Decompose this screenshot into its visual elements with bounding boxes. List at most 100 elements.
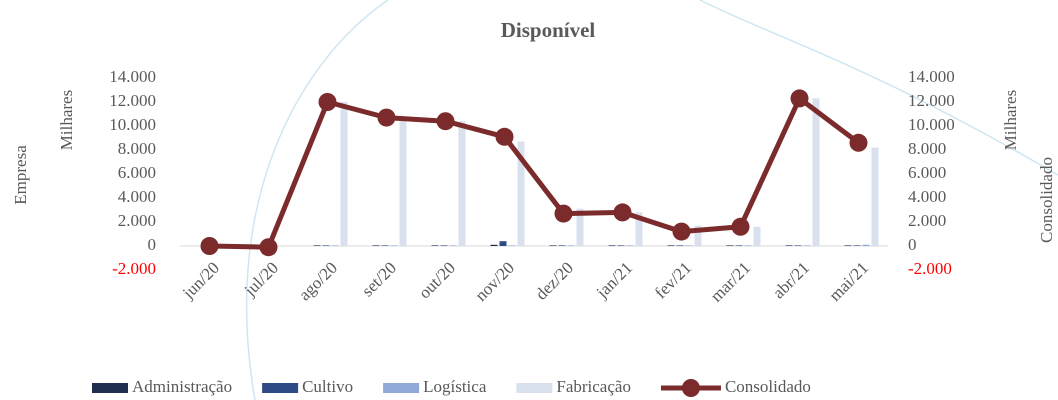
y-tick-label: 4.000	[118, 187, 156, 206]
x-tick-label: jun/20	[178, 258, 223, 303]
decor-curve	[247, 0, 388, 400]
legend-item: Logística	[383, 377, 487, 396]
legend-item: Cultivo	[262, 377, 353, 396]
bar	[736, 245, 743, 246]
bar	[323, 245, 330, 246]
y2-tick-label: 10.000	[908, 115, 955, 134]
line-point	[850, 134, 868, 152]
y-tick-label: 12.000	[109, 91, 156, 110]
y2-tick-label: -2.000	[908, 259, 952, 278]
y-tick-label: 2.000	[118, 211, 156, 230]
y2-tick-label: 6.000	[908, 163, 946, 182]
line-point	[260, 238, 278, 256]
x-tick-label: ago/20	[295, 258, 341, 304]
y-tick-label: 10.000	[109, 115, 156, 134]
line-point	[201, 237, 219, 255]
bar	[441, 245, 448, 246]
legend-label: Logística	[423, 377, 487, 396]
legend-item: Fabricação	[516, 377, 631, 396]
legend-swatch	[92, 383, 128, 393]
bar	[618, 245, 625, 246]
y-tick-label: 6.000	[118, 163, 156, 182]
y-tick-label: 0	[148, 235, 157, 254]
x-tick-label: set/20	[358, 258, 400, 300]
chart: Disponível Empresa Milhares Milhares Con…	[0, 0, 1058, 400]
x-tick-label: abr/21	[769, 258, 813, 302]
bar	[550, 245, 557, 246]
x-tick-label: out/20	[415, 258, 459, 302]
bar	[559, 245, 566, 246]
bar	[845, 245, 852, 246]
line-point	[319, 93, 337, 111]
legend-item: Administração	[92, 377, 232, 396]
bar	[341, 102, 348, 246]
legend-label: Administração	[132, 377, 232, 396]
bar	[450, 245, 457, 246]
bar	[863, 245, 870, 246]
bar	[686, 245, 693, 246]
legend-swatch	[383, 383, 419, 393]
x-tick-label: dez/20	[532, 258, 577, 303]
chart-title: Disponível	[501, 18, 596, 42]
y2-tick-label: 0	[908, 235, 917, 254]
line-point	[378, 109, 396, 127]
x-tick-label: mar/21	[707, 258, 754, 305]
line-point	[437, 112, 455, 130]
bar	[727, 245, 734, 246]
bar	[754, 227, 761, 246]
line	[210, 98, 859, 247]
y2-tick-label: 2.000	[908, 211, 946, 230]
bar	[795, 245, 802, 246]
bar	[813, 98, 820, 246]
line-point	[555, 205, 573, 223]
bar	[382, 245, 389, 246]
bar	[459, 121, 466, 246]
legend-swatch	[262, 383, 298, 393]
y-axis-label: Empresa	[11, 145, 30, 205]
bar	[332, 245, 339, 246]
bar	[373, 245, 380, 246]
bar	[491, 245, 498, 246]
x-tick-label: jan/21	[592, 258, 636, 302]
bar	[804, 245, 811, 246]
legend-label: Consolidado	[725, 377, 811, 396]
line-point	[732, 218, 750, 236]
y2-axis-unit: Milhares	[1001, 90, 1020, 150]
bar	[400, 118, 407, 246]
bar	[609, 245, 616, 246]
legend-label: Fabricação	[556, 377, 631, 396]
y2-axis-label: Consolidado	[1037, 157, 1056, 243]
bar	[314, 245, 321, 246]
bar	[786, 245, 793, 246]
line-point	[673, 223, 691, 241]
y-tick-label: 8.000	[118, 139, 156, 158]
bar	[627, 245, 634, 246]
legend-item: Consolidado	[661, 377, 811, 397]
bar	[568, 245, 575, 246]
line-point	[496, 128, 514, 146]
x-tick-label: mai/21	[825, 258, 872, 305]
x-tick-label: nov/20	[471, 258, 518, 305]
y2-tick-label: 4.000	[908, 187, 946, 206]
bar	[745, 245, 752, 246]
legend-label: Cultivo	[302, 377, 353, 396]
line-point	[614, 203, 632, 221]
y2-tick-label: 14.000	[908, 67, 955, 86]
bar	[432, 245, 439, 246]
bar	[509, 245, 516, 246]
legend-swatch	[516, 383, 552, 393]
y2-tick-label: 12.000	[908, 91, 955, 110]
y-tick-label: 14.000	[109, 67, 156, 86]
bar	[500, 241, 507, 246]
legend-swatch	[682, 379, 700, 397]
y-axis-unit: Milhares	[57, 90, 76, 150]
bar	[854, 245, 861, 246]
bar	[391, 245, 398, 246]
y2-tick-label: 8.000	[908, 139, 946, 158]
y-tick-label: -2.000	[112, 259, 156, 278]
line-point	[791, 89, 809, 107]
bar	[668, 245, 675, 246]
bar	[677, 245, 684, 246]
bar	[872, 148, 879, 246]
x-tick-label: fev/21	[651, 258, 695, 302]
